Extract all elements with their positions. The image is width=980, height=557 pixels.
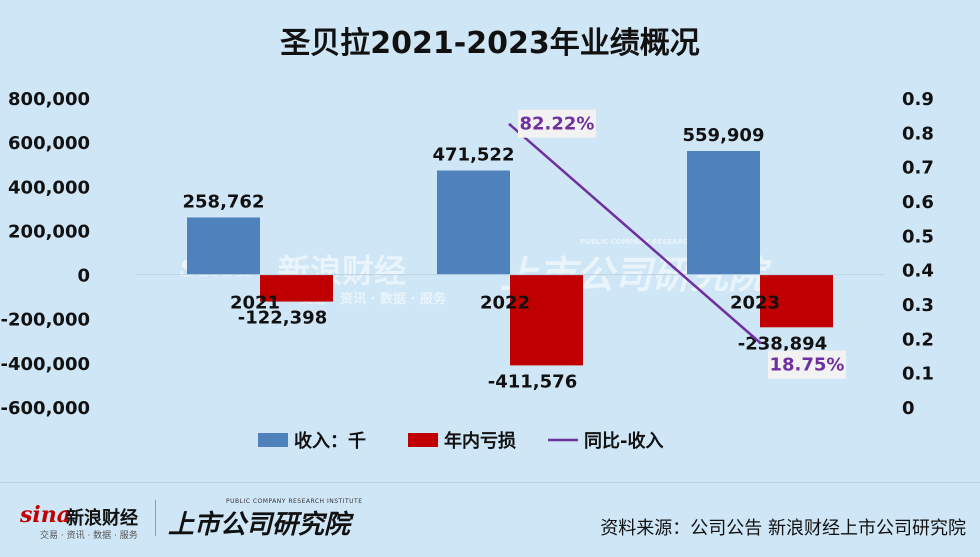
- yoy-value-label: 82.22%: [520, 114, 595, 135]
- revenue-bar: [187, 217, 260, 275]
- footer-divider: [0, 482, 980, 483]
- loss-bar: [510, 274, 583, 366]
- y-right-tick-label: 0.7: [902, 158, 934, 179]
- y-right-tick-label: 0: [902, 398, 915, 419]
- y-left-tick-label: -400,000: [1, 354, 90, 375]
- revenue-value-label: 471,522: [433, 144, 515, 165]
- y-left-tick-label: -600,000: [1, 398, 90, 419]
- y-left-tick-label: 600,000: [8, 133, 90, 154]
- y-left-tick-label: -200,000: [1, 310, 90, 331]
- institute-logo-en: PUBLIC COMPANY RESEARCH INSTITUTE: [226, 498, 363, 505]
- institute-logo-cn: 上市公司研究院: [168, 510, 351, 540]
- loss-bar: [760, 274, 833, 328]
- legend-swatch: [258, 433, 288, 447]
- institute-logo: PUBLIC COMPANY RESEARCH INSTITUTE 上市公司研究…: [168, 498, 368, 542]
- chart-svg: 800,000 600,000 400,000 200,000 0 -200,000 -40…: [1, 89, 934, 452]
- y-right-tick-label: 0.4: [902, 261, 934, 282]
- legend-label: 年内亏损: [444, 430, 516, 452]
- logo-divider: [155, 500, 156, 536]
- y-left-tick-label: 200,000: [8, 221, 90, 242]
- yoy-value-label: 18.75%: [770, 355, 845, 376]
- y-right-tick-label: 0.3: [902, 295, 934, 316]
- yoy-point: [758, 341, 762, 345]
- chart-title: 圣贝拉2021-2023年业绩概况: [280, 26, 700, 61]
- x-category-label: 2022: [480, 293, 530, 314]
- loss-value-label: -122,398: [238, 308, 327, 329]
- sina-logo-cn: 新浪财经: [66, 508, 138, 529]
- sina-logo-brand: sina: [20, 502, 71, 528]
- y-right-tick-label: 0.6: [902, 192, 934, 213]
- revenue-value-label: 258,762: [183, 191, 265, 212]
- x-category-label: 2023: [730, 293, 780, 314]
- source-note: 资料来源：公司公告 新浪财经上市公司研究院: [600, 518, 966, 539]
- y-left-tick-label: 0: [77, 266, 90, 287]
- sina-logo: sina 新浪财经 交易 · 资讯 · 数据 · 服务: [20, 500, 170, 541]
- yoy-point: [508, 123, 512, 127]
- legend-label: 收入：千: [294, 430, 366, 452]
- y-right-tick-label: 0.8: [902, 123, 934, 144]
- loss-bar: [260, 274, 333, 302]
- x-category-label: 2021: [230, 293, 280, 314]
- y-right-tick-label: 0.9: [902, 89, 934, 110]
- revenue-value-label: 559,909: [683, 125, 765, 146]
- y-right-tick-label: 0.1: [902, 364, 934, 385]
- y-right-tick-label: 0.2: [902, 329, 934, 350]
- yoy-label-box: [518, 109, 596, 138]
- y-right-tick-label: 0.5: [902, 226, 934, 247]
- y-left-tick-label: 400,000: [8, 177, 90, 198]
- yoy-line: [509, 123, 761, 344]
- yoy-label-box: [768, 350, 846, 379]
- legend-swatch: [408, 433, 438, 447]
- revenue-bar: [437, 170, 510, 275]
- sina-logo-sub: 交易 · 资讯 · 数据 · 服务: [40, 531, 138, 541]
- loss-value-label: -411,576: [488, 371, 577, 392]
- revenue-bar: [687, 150, 760, 275]
- legend-label: 同比-收入: [584, 430, 663, 452]
- y-left-tick-label: 800,000: [8, 89, 90, 110]
- loss-value-label: -238,894: [738, 333, 827, 354]
